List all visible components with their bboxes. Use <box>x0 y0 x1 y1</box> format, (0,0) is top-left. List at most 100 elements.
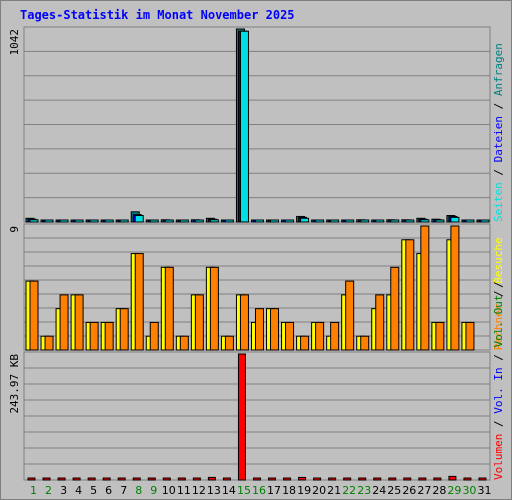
x-tick-label: 11 <box>177 484 191 497</box>
volume-y-max-label: 243.97 KB <box>8 354 21 414</box>
rechner-bar <box>104 321 114 351</box>
seiten-bar <box>74 219 84 223</box>
volumen-bar <box>177 477 186 481</box>
seiten-bar <box>465 219 475 223</box>
volumen-bar <box>283 477 292 481</box>
rechner-bar <box>134 253 144 351</box>
seiten-bar <box>330 219 340 223</box>
volumen-bar <box>87 477 96 481</box>
x-tick-label: 24 <box>372 484 386 497</box>
legend-top-entry: / <box>492 162 505 182</box>
x-tick-label: 21 <box>327 484 341 497</box>
x-tick-label: 28 <box>432 484 446 497</box>
x-tick-label: 6 <box>105 484 112 497</box>
seiten-bar <box>59 219 69 223</box>
legend-bottom-entry: / <box>492 281 505 294</box>
rechner-bar <box>29 280 39 351</box>
rechner-bar <box>345 280 355 351</box>
rechner-bar <box>89 321 99 351</box>
seiten-bar <box>270 219 280 223</box>
volumen-bar <box>478 477 487 481</box>
legend-mid-entry: Rechner <box>492 303 505 350</box>
x-tick-label: 2 <box>45 484 52 497</box>
rechner-bar <box>390 266 400 351</box>
volumen-bar <box>298 476 307 481</box>
legend-mid: Rechner / Besuche <box>492 237 505 350</box>
seiten-bar <box>345 219 355 223</box>
seiten-bar <box>194 219 204 223</box>
legend-bottom-entry: Vol. In <box>492 367 505 413</box>
rechner-bar <box>435 321 445 351</box>
x-tick-label: 3 <box>60 484 67 497</box>
x-tick-label: 7 <box>120 484 127 497</box>
rechner-bar <box>330 321 340 351</box>
x-tick-label: 23 <box>357 484 371 497</box>
x-tick-label: 20 <box>312 484 326 497</box>
seiten-bar <box>224 219 234 223</box>
x-tick-label: 18 <box>282 484 296 497</box>
volumen-bar <box>268 477 277 481</box>
legend-bottom-entry: Volumen <box>492 434 505 480</box>
rechner-bar <box>164 266 174 351</box>
x-tick-label: 5 <box>90 484 97 497</box>
rechner-bar <box>300 335 310 351</box>
rechner-bar <box>285 321 295 351</box>
rechner-bar <box>149 321 159 351</box>
rechner-bar <box>360 335 370 351</box>
legend-bottom-entry: / <box>492 348 505 368</box>
volumen-bar <box>343 477 352 481</box>
legend-top: Seiten / Dateien / Anfragen <box>492 43 505 222</box>
seiten-bar <box>89 219 99 223</box>
x-tick-label: 17 <box>267 484 281 497</box>
seiten-bar <box>164 219 174 223</box>
legend-bottom-entry: / <box>492 414 505 434</box>
rechner-bar <box>375 294 385 351</box>
volumen-bar <box>27 477 36 481</box>
seiten-bar <box>360 219 370 223</box>
seiten-bar <box>29 219 39 223</box>
seiten-bar <box>149 219 159 223</box>
rechner-bar <box>254 308 264 351</box>
seiten-bar <box>480 219 490 223</box>
rechner-bar <box>224 335 234 351</box>
legend-top-entry: Anfragen <box>492 43 505 96</box>
seiten-bar <box>44 219 54 223</box>
volumen-bar <box>388 477 397 481</box>
volumen-bar <box>132 477 141 481</box>
x-tick-label: 4 <box>75 484 82 497</box>
rechner-bar <box>179 335 189 351</box>
volumen-bar <box>313 477 322 481</box>
volumen-bar <box>222 477 231 481</box>
legend-bottom: Volumen / Vol. In / Vol. Out / <box>492 281 505 480</box>
rechner-bar <box>405 239 415 351</box>
seiten-bar <box>119 219 129 223</box>
volumen-bar <box>207 476 216 481</box>
seiten-bar <box>209 219 219 223</box>
seiten-bar <box>420 219 430 223</box>
volumen-bar <box>192 477 201 481</box>
x-tick-label: 10 <box>162 484 176 497</box>
rechner-bar <box>194 294 204 351</box>
seiten-bar <box>134 215 144 223</box>
chart-title: Tages-Statistik im Monat November 2025 <box>20 8 295 22</box>
x-tick-label: 13 <box>207 484 221 497</box>
volumen-bar <box>463 477 472 481</box>
rechner-bar <box>270 308 280 351</box>
seiten-bar <box>435 219 445 223</box>
rechner-bar <box>59 294 69 351</box>
x-tick-label: 25 <box>387 484 401 497</box>
seiten-bar <box>254 219 264 223</box>
volumen-bar <box>373 477 382 481</box>
volumen-bar <box>57 477 66 481</box>
x-tick-label: 9 <box>150 484 157 497</box>
x-tick-label: 12 <box>192 484 206 497</box>
seiten-bar <box>450 216 460 223</box>
x-tick-label: 8 <box>135 484 142 497</box>
volumen-bar <box>147 477 156 481</box>
x-tick-label: 19 <box>297 484 311 497</box>
visits-y-max-label: 9 <box>8 226 21 233</box>
rechner-bar <box>44 335 54 351</box>
rechner-bar <box>239 294 249 351</box>
